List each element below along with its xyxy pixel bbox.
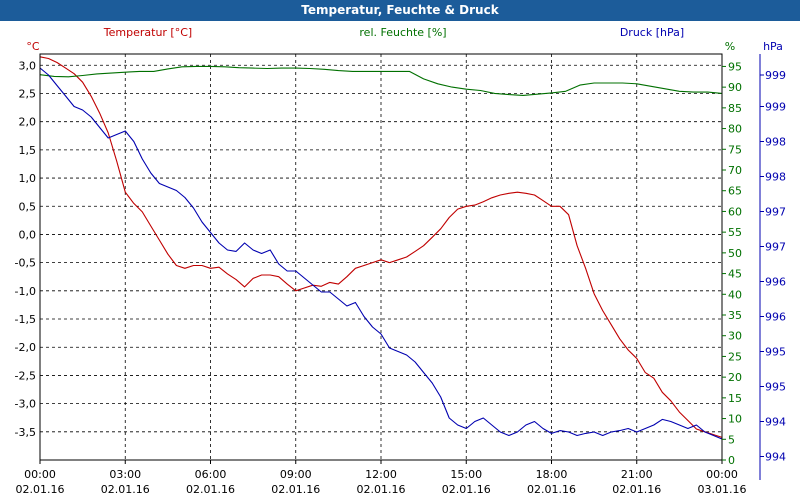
temperature-tick-label: -2,0 [15, 341, 36, 354]
x-tick-date-label: 02.01.16 [357, 483, 406, 496]
humidity-unit-label: % [725, 40, 735, 53]
humidity-tick-label: 20 [728, 371, 742, 384]
humidity-tick-label: 0 [728, 454, 735, 467]
temperature-tick-label: -3,5 [15, 426, 36, 439]
x-tick-time-label: 00:00 [24, 468, 56, 481]
humidity-tick-label: 65 [728, 185, 742, 198]
temperature-line [39, 56, 723, 438]
x-tick-date-label: 02.01.16 [442, 483, 491, 496]
pressure-tick-label: 999 [765, 69, 786, 82]
pressure-tick-label: 998 [765, 171, 786, 184]
humidity-tick-label: 60 [728, 205, 742, 218]
x-tick-date-label: 02.01.16 [16, 483, 65, 496]
temperature-series-label: Temperatur [°C] [103, 26, 192, 39]
x-tick-date-label: 02.01.16 [612, 483, 661, 496]
temperature-tick-label: -3,0 [15, 398, 36, 411]
x-tick-time-label: 03:00 [109, 468, 141, 481]
pressure-line [39, 67, 723, 440]
pressure-tick-label: 994 [765, 416, 786, 429]
x-tick-time-label: 09:00 [280, 468, 312, 481]
humidity-tick-label: 95 [728, 60, 742, 73]
humidity-tick-label: 80 [728, 123, 742, 136]
humidity-tick-label: 45 [728, 268, 742, 281]
temperature-tick-label: -1,5 [15, 313, 36, 326]
temperature-tick-label: 0,5 [19, 200, 37, 213]
temperature-tick-label: -1,0 [15, 285, 36, 298]
pressure-tick-label: 995 [765, 381, 786, 394]
humidity-tick-label: 90 [728, 81, 742, 94]
x-tick-time-label: 00:00 [706, 468, 738, 481]
temperature-unit-label: °C [26, 40, 40, 53]
x-tick-time-label: 18:00 [536, 468, 568, 481]
pressure-series-label: Druck [hPa] [620, 26, 684, 39]
humidity-tick-label: 40 [728, 288, 742, 301]
temperature-tick-label: 2,5 [19, 87, 37, 100]
humidity-tick-label: 15 [728, 392, 742, 405]
temperature-tick-label: -0,5 [15, 257, 36, 270]
humidity-tick-label: 75 [728, 143, 742, 156]
humidity-line [39, 65, 723, 96]
x-tick-time-label: 06:00 [195, 468, 227, 481]
pressure-tick-label: 999 [765, 101, 786, 114]
humidity-tick-label: 35 [728, 309, 742, 322]
pressure-tick-label: 997 [765, 206, 786, 219]
pressure-tick-label: 998 [765, 136, 786, 149]
x-tick-date-label: 02.01.16 [527, 483, 576, 496]
humidity-tick-label: 50 [728, 247, 742, 260]
pressure-unit-label: hPa [763, 40, 783, 53]
temperature-tick-label: 1,0 [19, 172, 37, 185]
grid [40, 54, 722, 460]
x-tick-time-label: 21:00 [621, 468, 653, 481]
humidity-tick-label: 55 [728, 226, 742, 239]
humidity-tick-label: 25 [728, 350, 742, 363]
axes: 3,0 2,5 2,0 1,5 1,0 0,5 0,0 -0,5 -1,0 -1,5 -2,0 -2,… [15, 53, 786, 496]
humidity-series-label: rel. Feuchte [%] [359, 26, 446, 39]
temperature-tick-label: 2,0 [19, 116, 37, 129]
chart-title: Temperatur, Feuchte & Druck [0, 0, 800, 21]
pressure-tick-label: 996 [765, 276, 786, 289]
x-tick-date-label: 02.01.16 [101, 483, 150, 496]
humidity-tick-label: 85 [728, 102, 742, 115]
pressure-tick-label: 995 [765, 346, 786, 359]
humidity-tick-label: 30 [728, 330, 742, 343]
x-tick-date-label: 02.01.16 [271, 483, 320, 496]
x-tick-date-label: 02.01.16 [186, 483, 235, 496]
x-tick-time-label: 15:00 [450, 468, 482, 481]
series-lines [39, 56, 723, 440]
pressure-tick-label: 997 [765, 241, 786, 254]
temperature-tick-label: 0,0 [19, 228, 37, 241]
plot-frame [39, 53, 723, 461]
humidity-tick-label: 70 [728, 164, 742, 177]
temperature-tick-label: 3,0 [19, 59, 37, 72]
humidity-tick-label: 10 [728, 413, 742, 426]
x-tick-date-label: 03.01.16 [698, 483, 747, 496]
humidity-tick-label: 5 [728, 433, 735, 446]
temperature-tick-label: -2,5 [15, 369, 36, 382]
pressure-tick-label: 994 [765, 451, 786, 464]
temperature-tick-label: 1,5 [19, 144, 37, 157]
chart-canvas: Temperatur [°C] rel. Feuchte [%] Druck [… [15, 26, 786, 496]
x-tick-time-label: 12:00 [365, 468, 397, 481]
pressure-tick-label: 996 [765, 311, 786, 324]
